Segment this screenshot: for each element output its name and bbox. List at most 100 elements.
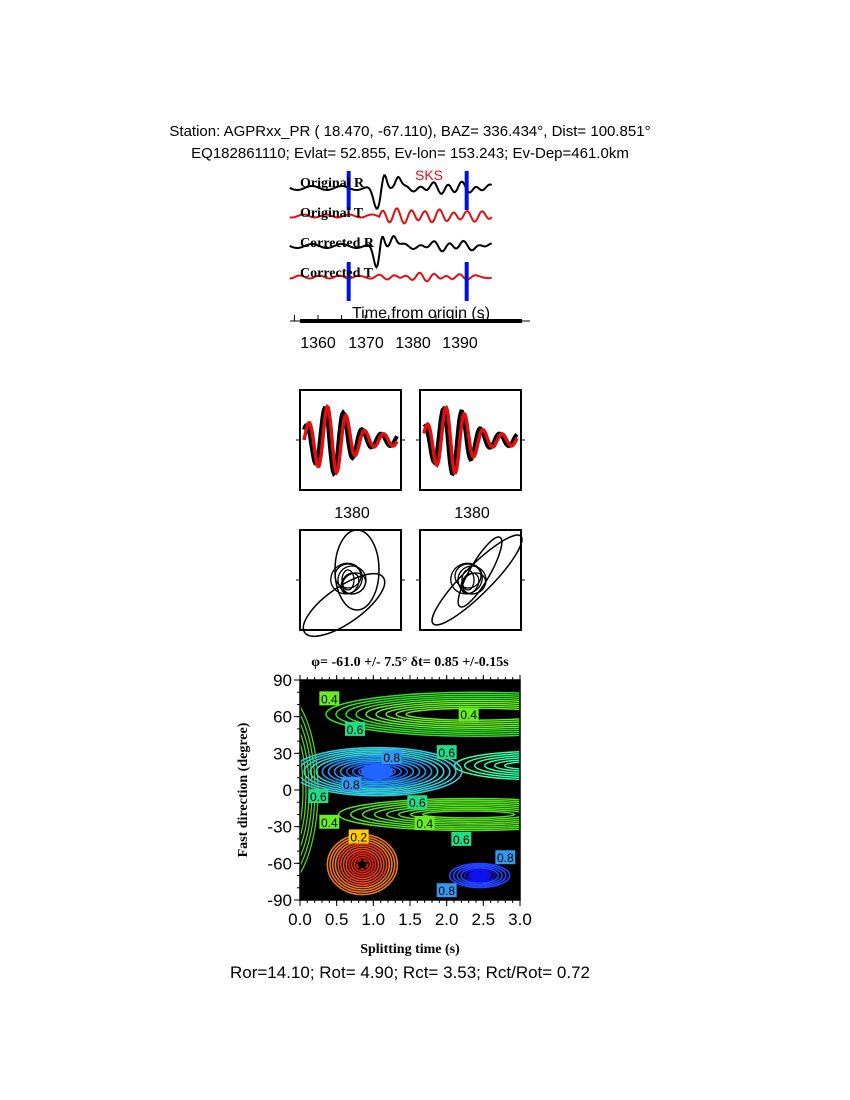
contour-band-lower — [409, 808, 520, 821]
time-axis — [290, 315, 530, 323]
contour-label-box — [436, 745, 457, 760]
trace-label-original-t: Original T — [300, 206, 364, 221]
y-tick-label: -90 — [267, 891, 292, 910]
trace-original-t — [289, 207, 493, 225]
contour-label-box — [308, 789, 329, 804]
particle-motion-panels — [296, 529, 525, 637]
contour-red-min — [342, 847, 382, 882]
y-tick-label: 0 — [283, 781, 292, 800]
x-tick-label: 0.5 — [325, 910, 349, 929]
contour-blue-min — [333, 758, 421, 785]
contour-label: 0.6 — [438, 746, 455, 760]
y-tick-label: 60 — [273, 708, 292, 727]
contour-darkblue-min — [448, 862, 511, 889]
contour-blue-min — [303, 750, 451, 794]
contour-band-lower — [337, 797, 520, 832]
phase-label-sks: SKS — [415, 167, 443, 183]
best-fit-star-icon — [355, 857, 369, 871]
contour-red-min — [339, 845, 385, 884]
contour-label: 0.8 — [438, 884, 455, 898]
waveform-comparison-panels — [296, 389, 525, 491]
contour-label: 0.6 — [310, 790, 327, 804]
trace-label-original-r: Original R — [300, 176, 365, 191]
x-tick-label: 3.0 — [508, 910, 532, 929]
contour-band-top — [345, 695, 520, 733]
contour-blue-min — [327, 757, 427, 787]
contour-band-top — [385, 703, 520, 725]
contour-band-lower — [373, 803, 520, 826]
particle-motion-path — [431, 534, 523, 626]
time-tick-1380: 1380 — [395, 335, 431, 352]
contour-label-box — [458, 707, 479, 722]
contour-label-box — [319, 691, 340, 706]
x-tick-label: 1.5 — [398, 910, 422, 929]
time-tick-1360: 1360 — [300, 335, 336, 352]
contour-red-min — [345, 849, 380, 880]
contour-blue-min — [300, 746, 463, 797]
contour-darkblue-core — [469, 869, 490, 882]
y-tick-label: -60 — [267, 854, 292, 873]
contour-label-box — [319, 814, 340, 829]
contour-band-top — [325, 691, 520, 737]
ellipse-loop — [461, 569, 475, 591]
ellipse-loop — [454, 563, 482, 589]
red-waveform — [302, 403, 399, 476]
particle-motion-path — [302, 529, 386, 637]
contour-label: 0.4 — [321, 692, 338, 706]
contour-blue-min — [321, 755, 433, 788]
contour-label: 0.8 — [383, 751, 400, 765]
ellipse-loop — [302, 573, 386, 637]
contour-label-box — [436, 883, 457, 898]
contour-label-box — [407, 795, 428, 810]
contour-blue-min — [300, 748, 457, 795]
contour-band-top — [375, 701, 520, 727]
contour-band-left — [300, 740, 307, 840]
ellipse-loop — [457, 565, 487, 595]
contour-blue-min — [339, 760, 415, 783]
time-tick-1370: 1370 — [348, 335, 384, 352]
contour-label: 0.8 — [497, 851, 514, 865]
contour-title: φ= -61.0 +/- 7.5° δt= 0.85 +/-0.15s — [311, 655, 509, 670]
ellipse-loop — [450, 562, 483, 595]
ellipse-loop — [431, 534, 523, 626]
contour-red-min — [337, 842, 388, 887]
contour-label-box — [414, 816, 435, 830]
contour-band-right — [483, 757, 520, 774]
contour-ylabel: Fast direction (degree) — [236, 722, 251, 857]
trace-label-corrected-r: Corrected R — [300, 236, 375, 251]
contour-band-right — [453, 751, 520, 781]
contour-red-min — [350, 854, 374, 875]
contour-band-left — [300, 753, 304, 827]
contour-darkblue-min — [452, 864, 507, 887]
x-tick-label: 1.0 — [362, 910, 386, 929]
contour-label: 0.2 — [350, 830, 367, 844]
contour-darkblue-min — [460, 867, 500, 884]
contour-label-box — [345, 721, 365, 736]
contour-label: 0.8 — [343, 778, 360, 792]
contour-band-right — [503, 761, 520, 770]
y-tick-label: 30 — [273, 744, 292, 763]
ellipse-loop — [460, 572, 480, 595]
panel-tick-left: 1380 — [334, 505, 370, 522]
header-line2: EQ182861110; Evlat= 52.855, Ev-lon= 153.… — [191, 145, 629, 162]
contour-band-lower — [385, 804, 520, 824]
trace-label-corrected-t: Corrected T — [300, 266, 374, 281]
contour-band-lower — [421, 810, 516, 819]
x-tick-label: 2.0 — [435, 910, 459, 929]
ellipse-loop — [340, 572, 360, 595]
contour-label: 0.4 — [416, 817, 433, 831]
contour-blue-min — [309, 752, 445, 792]
contour-label-box — [381, 750, 402, 764]
contour-band-top — [365, 699, 520, 729]
panel-tick-right: 1380 — [454, 505, 490, 522]
contour-label-box — [495, 850, 516, 865]
contour-blue-min — [345, 762, 409, 782]
ellipse-loop — [341, 569, 355, 591]
ellipse-loop — [457, 536, 503, 608]
trace-corrected-r — [289, 234, 493, 269]
contour-band-lower — [397, 806, 520, 823]
time-tick-1390: 1390 — [442, 335, 478, 352]
footer-stats: Ror=14.10; Rot= 4.90; Rct= 3.53; Rct/Rot… — [230, 963, 590, 982]
particle-motion-panel — [419, 529, 522, 631]
